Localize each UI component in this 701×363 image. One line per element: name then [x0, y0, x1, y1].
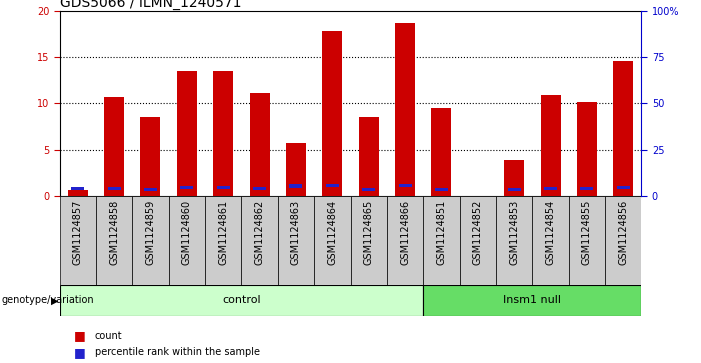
- Bar: [395, 23, 415, 196]
- Text: GSM1124855: GSM1124855: [582, 200, 592, 265]
- Bar: [508, 188, 521, 191]
- Text: Insm1 null: Insm1 null: [503, 295, 562, 305]
- Bar: [104, 97, 124, 196]
- Bar: [322, 31, 342, 196]
- Bar: [314, 196, 350, 285]
- Text: GSM1124858: GSM1124858: [109, 200, 119, 265]
- Bar: [435, 188, 448, 191]
- Bar: [423, 285, 641, 316]
- Text: count: count: [95, 331, 122, 341]
- Text: percentile rank within the sample: percentile rank within the sample: [95, 347, 259, 357]
- Bar: [423, 196, 460, 285]
- Bar: [108, 187, 121, 190]
- Text: GSM1124863: GSM1124863: [291, 200, 301, 265]
- Bar: [169, 196, 205, 285]
- Bar: [253, 187, 266, 190]
- Bar: [180, 186, 193, 189]
- Bar: [278, 196, 314, 285]
- Bar: [286, 143, 306, 196]
- Bar: [359, 117, 379, 196]
- Bar: [613, 61, 633, 196]
- Bar: [290, 184, 302, 188]
- Bar: [250, 93, 270, 196]
- Text: GSM1124857: GSM1124857: [73, 200, 83, 265]
- Bar: [580, 187, 593, 190]
- Bar: [532, 196, 569, 285]
- Bar: [205, 196, 241, 285]
- Bar: [605, 196, 641, 285]
- Bar: [96, 196, 132, 285]
- Text: GSM1124866: GSM1124866: [400, 200, 410, 265]
- Text: GSM1124861: GSM1124861: [218, 200, 229, 265]
- Bar: [617, 186, 629, 189]
- Text: GDS5066 / ILMN_1240571: GDS5066 / ILMN_1240571: [60, 0, 241, 10]
- Bar: [177, 71, 197, 196]
- Bar: [504, 160, 524, 196]
- Bar: [241, 196, 278, 285]
- Bar: [460, 196, 496, 285]
- Text: ▶: ▶: [50, 295, 58, 305]
- Text: GSM1124854: GSM1124854: [545, 200, 555, 265]
- Text: control: control: [222, 295, 261, 305]
- Text: GSM1124865: GSM1124865: [364, 200, 374, 265]
- Bar: [362, 188, 375, 191]
- Text: GSM1124851: GSM1124851: [437, 200, 447, 265]
- Text: GSM1124862: GSM1124862: [254, 200, 264, 265]
- Bar: [577, 102, 597, 196]
- Text: GSM1124853: GSM1124853: [509, 200, 519, 265]
- Text: ■: ■: [74, 329, 86, 342]
- Text: genotype/variation: genotype/variation: [1, 295, 94, 305]
- Text: GSM1124864: GSM1124864: [327, 200, 337, 265]
- Bar: [540, 95, 561, 196]
- Bar: [213, 71, 233, 196]
- Bar: [431, 108, 451, 196]
- Text: GSM1124860: GSM1124860: [182, 200, 192, 265]
- Bar: [68, 189, 88, 196]
- Bar: [144, 188, 157, 191]
- Bar: [387, 196, 423, 285]
- Bar: [217, 186, 230, 189]
- Bar: [72, 187, 84, 190]
- Bar: [326, 184, 339, 187]
- Text: GSM1124859: GSM1124859: [146, 200, 156, 265]
- Text: GSM1124856: GSM1124856: [618, 200, 628, 265]
- Bar: [544, 187, 557, 190]
- Bar: [132, 196, 169, 285]
- Text: GSM1124852: GSM1124852: [472, 200, 483, 265]
- Bar: [60, 196, 96, 285]
- Text: ■: ■: [74, 346, 86, 359]
- Bar: [140, 117, 161, 196]
- Bar: [60, 285, 423, 316]
- Bar: [569, 196, 605, 285]
- Bar: [496, 196, 532, 285]
- Bar: [399, 184, 411, 187]
- Bar: [350, 196, 387, 285]
